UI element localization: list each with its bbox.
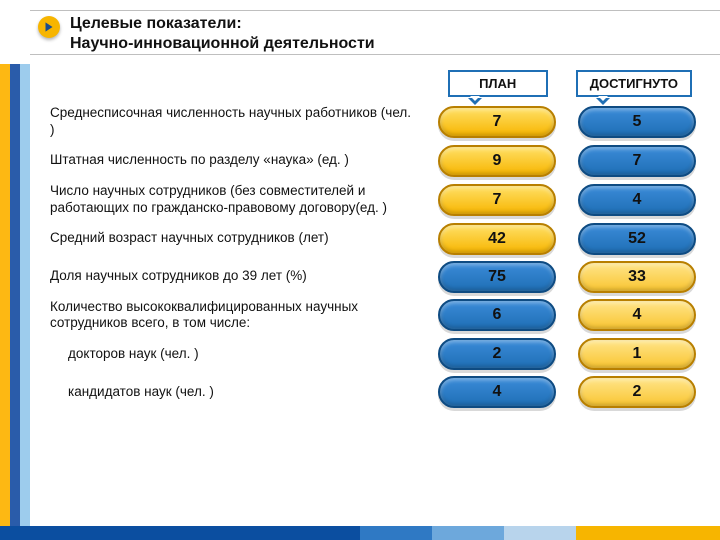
column-headers: ПЛАН ДОСТИГНУТО xyxy=(50,70,702,97)
achieved-value: 1 xyxy=(578,338,696,370)
plan-value: 9 xyxy=(438,145,556,177)
achieved-value: 5 xyxy=(578,106,696,138)
table-row: кандидатов наук (чел. ) 42 xyxy=(50,376,702,408)
plan-value: 7 xyxy=(438,106,556,138)
plan-value: 2 xyxy=(438,338,556,370)
header-achieved: ДОСТИГНУТО xyxy=(576,70,692,97)
achieved-value: 2 xyxy=(578,376,696,408)
plan-value: 75 xyxy=(438,261,556,293)
achieved-value: 7 xyxy=(578,145,696,177)
achieved-value: 4 xyxy=(578,184,696,216)
rows-container: Среднесписочная численность научных рабо… xyxy=(50,105,702,408)
row-label: Доля научных сотрудников до 39 лет (%) xyxy=(50,268,422,285)
plan-value: 6 xyxy=(438,299,556,331)
table-row: Среднесписочная численность научных рабо… xyxy=(50,105,702,139)
content: ПЛАН ДОСТИГНУТО Среднесписочная численно… xyxy=(0,64,720,424)
achieved-value: 4 xyxy=(578,299,696,331)
row-label: кандидатов наук (чел. ) xyxy=(50,384,422,401)
table-row: Доля научных сотрудников до 39 лет (%) 75… xyxy=(50,261,702,293)
header-plan: ПЛАН xyxy=(448,70,548,97)
achieved-value: 52 xyxy=(578,223,696,255)
footer-bar xyxy=(0,526,720,540)
plan-value: 42 xyxy=(438,223,556,255)
row-label: Число научных сотрудников (без совместит… xyxy=(50,183,422,217)
row-label: Количество высококвалифицированных научн… xyxy=(50,299,422,333)
table-row: Число научных сотрудников (без совместит… xyxy=(50,183,702,217)
page-title: Целевые показатели: Научно-инновационной… xyxy=(70,14,385,54)
plan-value: 4 xyxy=(438,376,556,408)
table-row: докторов наук (чел. ) 21 xyxy=(50,338,702,370)
table-row: Штатная численность по разделу «наука» (… xyxy=(50,145,702,177)
achieved-value: 33 xyxy=(578,261,696,293)
header: Целевые показатели: Научно-инновационной… xyxy=(0,0,720,64)
table-row: Средний возраст научных сотрудников (лет… xyxy=(50,223,702,255)
row-label: докторов наук (чел. ) xyxy=(50,346,422,363)
row-label: Средний возраст научных сотрудников (лет… xyxy=(50,230,422,247)
row-label: Штатная численность по разделу «наука» (… xyxy=(50,152,422,169)
table-row: Количество высококвалифицированных научн… xyxy=(50,299,702,333)
arrow-bullet-icon xyxy=(38,16,60,38)
plan-value: 7 xyxy=(438,184,556,216)
row-label: Среднесписочная численность научных рабо… xyxy=(50,105,422,139)
